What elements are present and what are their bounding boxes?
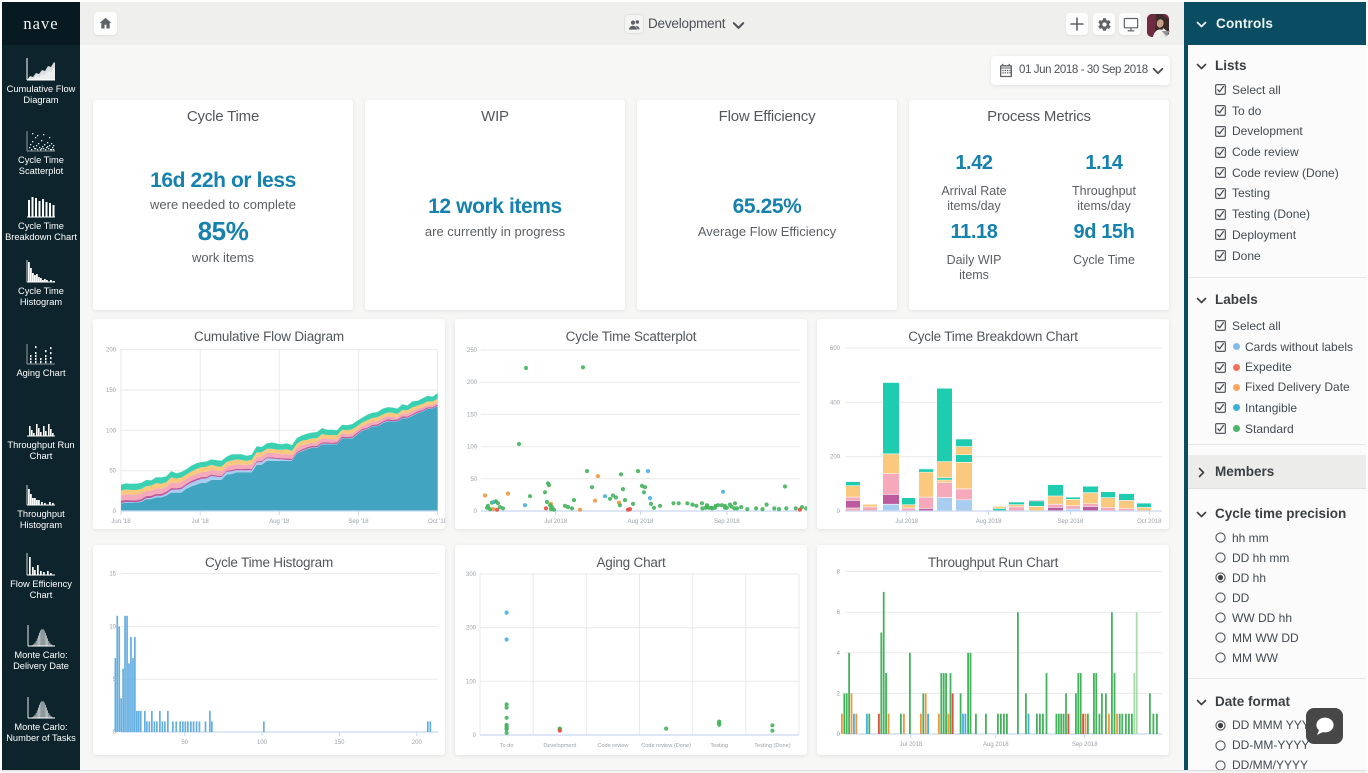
svg-text:8: 8 <box>837 570 841 576</box>
svg-text:Aug '18: Aug '18 <box>269 519 290 525</box>
svg-text:0: 0 <box>474 509 478 515</box>
svg-text:Jul 2018: Jul 2018 <box>900 742 923 748</box>
svg-text:Testing (Done): Testing (Done) <box>754 743 791 749</box>
svg-text:10: 10 <box>109 624 116 630</box>
svg-text:Sep 2018: Sep 2018 <box>1058 519 1084 525</box>
svg-text:250: 250 <box>467 348 478 354</box>
svg-text:50: 50 <box>109 469 116 475</box>
svg-text:Jul 2018: Jul 2018 <box>895 519 918 525</box>
svg-text:Aug 2018: Aug 2018 <box>628 519 654 525</box>
svg-text:200: 200 <box>106 348 117 354</box>
svg-text:Jul '18: Jul '18 <box>192 519 210 525</box>
svg-text:100: 100 <box>257 740 268 746</box>
svg-text:0: 0 <box>837 732 841 738</box>
svg-text:200: 200 <box>466 626 477 632</box>
svg-text:Testing: Testing <box>710 743 728 749</box>
svg-text:0: 0 <box>113 509 117 515</box>
svg-text:100: 100 <box>466 679 477 685</box>
svg-text:150: 150 <box>467 412 478 418</box>
svg-text:600: 600 <box>830 346 841 352</box>
svg-text:Code review (Done): Code review (Done) <box>641 743 691 749</box>
svg-text:100: 100 <box>106 428 117 434</box>
svg-text:Aug 2018: Aug 2018 <box>983 742 1009 748</box>
svg-text:0: 0 <box>113 730 117 736</box>
svg-text:Sep 2018: Sep 2018 <box>714 519 740 525</box>
svg-text:150: 150 <box>334 740 345 746</box>
svg-text:Oct 2018: Oct 2018 <box>1137 519 1162 525</box>
svg-text:0: 0 <box>837 509 841 515</box>
svg-text:Jun '18: Jun '18 <box>111 519 131 525</box>
svg-text:200: 200 <box>830 455 841 461</box>
svg-text:15: 15 <box>109 572 116 578</box>
svg-text:6: 6 <box>837 610 841 616</box>
svg-text:Code review: Code review <box>597 743 629 749</box>
svg-text:0: 0 <box>473 733 477 739</box>
svg-text:400: 400 <box>830 400 841 406</box>
svg-text:200: 200 <box>412 740 423 746</box>
svg-text:4: 4 <box>837 651 841 657</box>
svg-text:Aug 2018: Aug 2018 <box>976 519 1002 525</box>
svg-text:100: 100 <box>467 445 478 451</box>
svg-text:2: 2 <box>837 691 841 697</box>
svg-text:Jul 2018: Jul 2018 <box>544 519 567 525</box>
svg-text:150: 150 <box>106 388 117 394</box>
svg-text:Sep 2018: Sep 2018 <box>1072 742 1098 748</box>
svg-text:50: 50 <box>470 477 477 483</box>
svg-text:300: 300 <box>466 572 477 578</box>
svg-text:Sep '18: Sep '18 <box>348 519 369 525</box>
svg-text:50: 50 <box>181 740 188 746</box>
svg-text:Oct '18: Oct '18 <box>428 519 445 525</box>
svg-text:200: 200 <box>467 380 478 386</box>
svg-text:Development: Development <box>543 743 576 749</box>
svg-text:To do: To do <box>500 743 514 749</box>
